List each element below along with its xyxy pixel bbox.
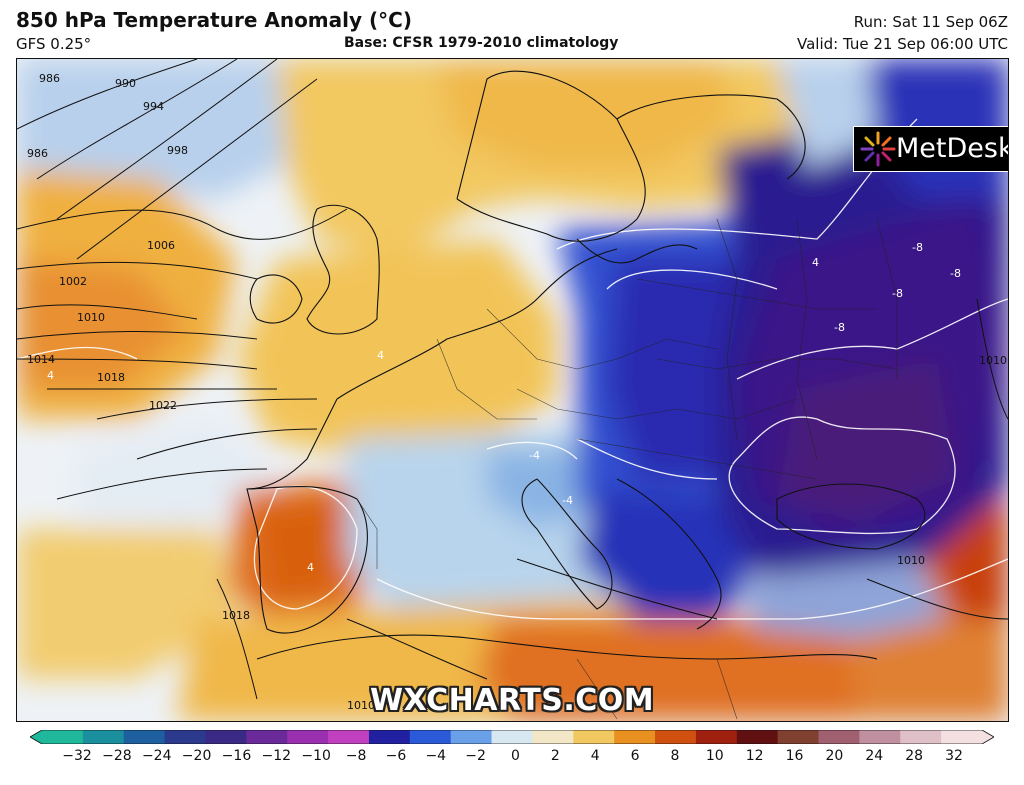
valid-label: Valid: Tue 21 Sep 06:00 UTC xyxy=(797,35,1008,53)
isobar-label: 990 xyxy=(115,77,136,90)
model-label: GFS 0.25° xyxy=(16,35,92,53)
colorbar-segment xyxy=(859,730,901,744)
coastlines xyxy=(246,70,926,660)
colorbar-segment xyxy=(573,730,615,744)
country-borders xyxy=(356,218,898,720)
anomaly-label: 4 xyxy=(377,349,384,362)
isobar-label: 1010 xyxy=(897,554,925,567)
anomaly-field xyxy=(17,59,1008,721)
isobar-label: 994 xyxy=(143,100,164,113)
colorbar-segment xyxy=(205,730,247,744)
colorbar-segment xyxy=(695,730,738,744)
anomaly-labels: 4 4 -8 -8 -8 -8 -4 4 4 -4 xyxy=(47,241,961,574)
isobar-label: 1006 xyxy=(147,239,175,252)
colorbar-tick-label: 4 xyxy=(590,748,600,764)
colorbar-segment xyxy=(409,730,452,744)
colorbar-tick-label: 20 xyxy=(825,748,844,764)
isobar-labels: 986 990 994 998 986 1006 1002 1010 1014 … xyxy=(27,72,1007,712)
colorbar-tick-label: 24 xyxy=(865,748,884,764)
metdesk-logo-text: MetDesk xyxy=(896,133,1009,164)
colorbar-segment xyxy=(818,730,860,744)
colorbar-segment xyxy=(164,730,207,744)
colorbar-segment xyxy=(328,730,370,744)
anomaly-label: -8 xyxy=(892,287,903,300)
isobar-label: 986 xyxy=(39,72,60,85)
colorbar-segment xyxy=(246,730,288,744)
colorbar-tick-label: −8 xyxy=(345,748,367,764)
colorbar-tick-label: −16 xyxy=(221,748,252,764)
colorbar-tick-label: 12 xyxy=(745,748,764,764)
colorbar-max-arrow xyxy=(982,730,994,744)
isobar-label: 998 xyxy=(167,144,188,157)
anomaly-label: -8 xyxy=(912,241,923,254)
anomaly-label: -8 xyxy=(834,321,845,334)
isobar-label: 1018 xyxy=(222,609,250,622)
colorbar-tick-label: −32 xyxy=(62,748,92,764)
isobar-label: 1014 xyxy=(27,353,55,366)
colorbar-segment xyxy=(123,730,166,744)
colorbar-tick-label: 8 xyxy=(670,748,680,764)
colorbar-segment xyxy=(900,730,942,744)
metdesk-logo: MetDesk xyxy=(853,126,1009,172)
chart-title: 850 hPa Temperature Anomaly (°C) xyxy=(16,8,412,32)
isobar-label: 1010 xyxy=(347,699,375,712)
anomaly-label: 4 xyxy=(307,561,314,574)
temperature-anomaly-map[interactable]: 986 990 994 998 986 1006 1002 1010 1014 … xyxy=(16,58,1009,722)
colorbar-segment xyxy=(368,730,411,744)
colorbar-tick-label: −28 xyxy=(102,748,132,764)
isobar-label: 1002 xyxy=(59,275,87,288)
isobars xyxy=(17,59,1008,700)
colorbar-segment xyxy=(450,730,493,744)
colorbar-labels: −32 −28 −24 −20 −16 −12 −10 −8 −6 −4 −2 0 2 4 6 8 10 12 16… xyxy=(0,748,1024,770)
isobar-label: 986 xyxy=(27,147,48,160)
colorbar-tick-label: 16 xyxy=(785,748,804,764)
run-label: Run: Sat 11 Sep 06Z xyxy=(853,13,1008,31)
colorbar-tick-label: 6 xyxy=(630,748,640,764)
colorbar-tick-label: 10 xyxy=(705,748,724,764)
colorbar-tick-label: −24 xyxy=(141,748,172,764)
colorbar-segment xyxy=(491,730,534,744)
anomaly-label: -4 xyxy=(562,494,573,507)
colorbar-tick-label: 28 xyxy=(905,748,924,764)
wxcharts-watermark: WXCHARTS.COM xyxy=(370,683,655,718)
colorbar-min-arrow xyxy=(30,730,42,744)
anomaly-label: -8 xyxy=(950,267,961,280)
colorbar-tick-label: 0 xyxy=(511,748,520,764)
colorbar-tick-label: −4 xyxy=(425,748,447,764)
colorbar-segment xyxy=(287,730,329,744)
colorbar-segment xyxy=(941,730,983,744)
anomaly-label: 4 xyxy=(812,256,819,269)
isobar-label: 1010 xyxy=(77,311,105,324)
colorbar-tick-label: −12 xyxy=(261,748,292,764)
colorbar-tick-label: 32 xyxy=(945,748,963,764)
isobar-label: 1022 xyxy=(149,399,177,412)
colorbar-segment xyxy=(532,730,574,744)
colorbar-tick-label: −2 xyxy=(465,748,486,764)
colorbar-tick-label: −10 xyxy=(301,748,331,764)
colorbar-tick-label: 2 xyxy=(550,748,560,764)
isobar-label: 1010 xyxy=(979,354,1007,367)
colorbar-tick-label: −20 xyxy=(181,748,212,764)
anomaly-label: 4 xyxy=(47,369,54,382)
colorbar-segment xyxy=(736,730,779,744)
colorbar-segment xyxy=(777,730,820,744)
isobar-label: 1018 xyxy=(97,371,125,384)
colorbar-tick-label: −6 xyxy=(385,748,407,764)
metdesk-star-icon xyxy=(860,131,896,167)
colorbar-segment xyxy=(614,730,656,744)
colorbar-segment xyxy=(42,730,84,744)
colorbar xyxy=(30,730,994,744)
base-label: Base: CFSR 1979-2010 climatology xyxy=(344,35,619,51)
colorbar-segment xyxy=(82,730,125,744)
anomaly-label: -4 xyxy=(529,449,540,462)
colorbar-segment xyxy=(655,730,697,744)
